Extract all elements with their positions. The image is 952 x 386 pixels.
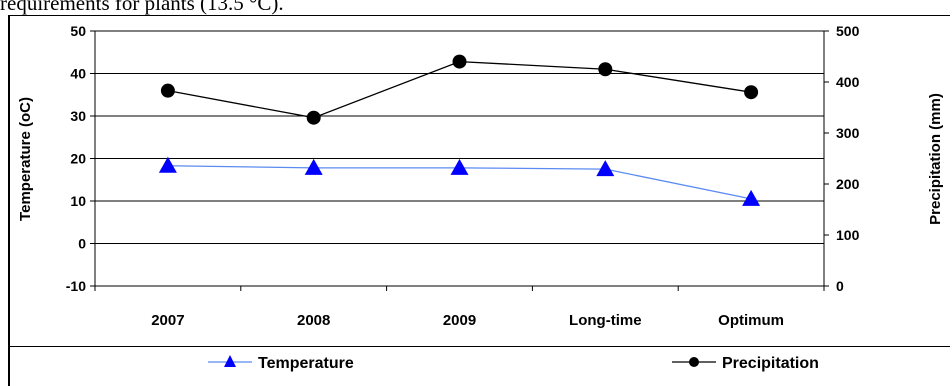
x-tick-label: Optimum xyxy=(718,312,784,329)
precipitation-point xyxy=(307,111,321,125)
temperature-point xyxy=(159,157,177,173)
y2-axis-title: Precipitation (mm) xyxy=(927,93,944,225)
y-tick-label: -10 xyxy=(66,278,86,294)
precipitation-point xyxy=(598,62,612,76)
temperature-point xyxy=(596,160,614,176)
precipitation-point xyxy=(744,85,758,99)
temperature-point xyxy=(305,159,323,175)
legend-label-temperature: Temperature xyxy=(258,355,354,372)
y-tick-label: 20 xyxy=(70,151,86,167)
y-tick-label: 0 xyxy=(78,236,86,252)
y2-tick-label: 300 xyxy=(836,125,860,141)
y2-tick-label: 0 xyxy=(836,278,844,294)
x-tick-label: 2009 xyxy=(443,312,476,329)
legend-label-precipitation: Precipitation xyxy=(722,355,819,372)
y-tick-label: 10 xyxy=(70,193,86,209)
legend-marker-circle xyxy=(689,357,699,367)
y-axis-title: Temperature (oC) xyxy=(17,97,34,221)
precipitation-series-line xyxy=(168,62,751,118)
y2-tick-label: 500 xyxy=(836,23,860,39)
precipitation-point xyxy=(161,84,175,98)
x-tick-label: 2008 xyxy=(297,312,330,329)
y2-tick-label: 400 xyxy=(836,74,860,90)
y2-tick-label: 200 xyxy=(836,176,860,192)
y2-tick-label: 100 xyxy=(836,227,860,243)
x-tick-label: 2007 xyxy=(151,312,184,329)
legend-marker-triangle xyxy=(224,355,236,367)
precipitation-point xyxy=(453,55,467,69)
x-tick-label: Long-time xyxy=(569,312,642,329)
y-tick-label: 50 xyxy=(70,23,86,39)
temperature-point xyxy=(451,159,469,175)
y-tick-label: 40 xyxy=(70,66,86,82)
y-tick-label: 30 xyxy=(70,108,86,124)
